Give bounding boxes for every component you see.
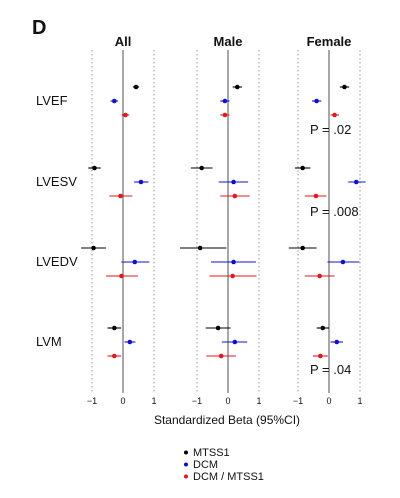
point-estimate xyxy=(231,259,236,265)
point-estimate xyxy=(118,193,123,199)
p-value-label: P = .02 xyxy=(310,122,351,137)
row-label-lvedv: LVEDV xyxy=(36,254,78,269)
grid-lines xyxy=(91,50,361,393)
panel-letter: D xyxy=(32,17,46,39)
legend-label: DCM / MTSS1 xyxy=(193,471,264,483)
point-estimate xyxy=(318,353,323,359)
point-estimate xyxy=(112,98,117,104)
p-value-annotations: P = .02 P = .008 P = .04 xyxy=(310,122,359,377)
x-tick-label: 0 xyxy=(225,396,230,406)
x-tick-labels: −1 0 1 −1 0 1 −1 0 1 xyxy=(87,396,363,406)
legend-label: MTSS1 xyxy=(193,447,230,459)
p-value-label: P = .008 xyxy=(310,204,359,219)
legend-label: DCM xyxy=(193,459,218,471)
point-estimate xyxy=(232,193,238,199)
x-tick-label: 1 xyxy=(151,396,156,406)
x-tick-label: 1 xyxy=(357,396,362,406)
point-estimate xyxy=(342,84,347,90)
p-value-label: P = .04 xyxy=(310,362,351,377)
legend-marker xyxy=(184,462,188,467)
point-estimate xyxy=(123,112,128,118)
point-estimate xyxy=(232,339,238,345)
point-estimate xyxy=(317,273,323,279)
point-estimate xyxy=(112,325,117,331)
panel-titles: All Male Female xyxy=(115,34,352,49)
point-estimate xyxy=(222,112,228,118)
legend-marker xyxy=(184,450,188,455)
point-estimate xyxy=(300,245,305,251)
point-estimate xyxy=(91,245,96,251)
panel-title-all: All xyxy=(115,34,132,49)
point-estimate xyxy=(320,325,326,331)
row-label-lvm: LVM xyxy=(36,334,62,349)
point-estimate xyxy=(314,98,319,104)
forest-marks xyxy=(81,84,366,359)
x-tick-label: 1 xyxy=(256,396,261,406)
point-estimate xyxy=(92,165,97,171)
row-labels: LVEF LVESV LVEDV LVM xyxy=(36,93,78,349)
point-estimate xyxy=(334,339,340,345)
panel-title-female: Female xyxy=(307,34,352,49)
point-estimate xyxy=(300,165,305,171)
point-estimate xyxy=(199,165,204,171)
point-estimate xyxy=(230,273,235,279)
point-estimate xyxy=(218,353,224,359)
point-estimate xyxy=(332,112,337,118)
x-tick-label: −1 xyxy=(192,396,202,406)
point-estimate xyxy=(215,325,221,331)
point-estimate xyxy=(119,273,124,279)
x-tick-label: 0 xyxy=(120,396,125,406)
x-tick-label: −1 xyxy=(87,396,97,406)
point-estimate xyxy=(235,84,240,90)
point-estimate xyxy=(127,339,133,345)
point-estimate xyxy=(231,179,236,185)
x-axis-label: Standardized Beta (95%CI) xyxy=(154,413,300,427)
point-estimate xyxy=(353,179,359,185)
x-tick-label: −1 xyxy=(293,396,303,406)
panel-title-male: Male xyxy=(214,34,243,49)
x-tick-label: 0 xyxy=(326,396,331,406)
point-estimate xyxy=(132,259,138,265)
point-estimate xyxy=(133,84,139,90)
point-estimate xyxy=(138,179,144,185)
point-estimate xyxy=(112,353,117,359)
point-estimate xyxy=(197,245,203,251)
row-label-lvef: LVEF xyxy=(36,93,68,108)
row-label-lvesv: LVESV xyxy=(36,174,77,189)
point-estimate xyxy=(313,193,319,199)
point-estimate xyxy=(222,98,228,104)
point-estimate xyxy=(340,259,346,265)
legend-marker xyxy=(184,474,188,479)
